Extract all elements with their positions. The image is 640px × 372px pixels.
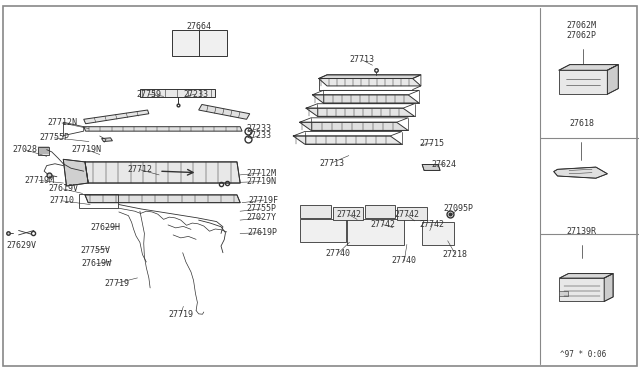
Text: 27742: 27742 [420,220,445,229]
Text: 27028: 27028 [12,145,38,154]
Text: 27740: 27740 [392,256,417,265]
Polygon shape [300,122,408,131]
Polygon shape [85,195,240,203]
Text: 27719F: 27719F [249,196,279,205]
Text: 27624: 27624 [431,160,456,169]
Text: 27742: 27742 [394,211,419,219]
Text: ^97 * 0:06: ^97 * 0:06 [560,350,606,359]
Bar [79,194,118,208]
Bar [559,70,607,94]
Bar [38,147,49,155]
Text: 27629H: 27629H [90,223,120,232]
Text: 27233: 27233 [247,124,272,133]
Bar [300,219,346,242]
Text: 27710: 27710 [49,196,74,205]
Polygon shape [102,138,113,141]
Text: 27619W: 27619W [81,259,111,268]
Text: 27618: 27618 [570,119,595,128]
Text: 27713: 27713 [319,158,344,167]
Text: 27233: 27233 [247,131,272,140]
Text: 27062M
27062P: 27062M 27062P [567,20,597,40]
Polygon shape [84,127,242,131]
Polygon shape [312,95,419,103]
Bar [559,291,568,296]
Bar [140,89,215,97]
Bar [172,30,227,56]
Text: 27755P: 27755P [246,205,276,214]
Text: 27719: 27719 [104,279,129,288]
Bar [397,207,428,220]
Polygon shape [63,159,88,186]
Text: 27759: 27759 [136,90,161,99]
Text: 27755P: 27755P [39,133,69,142]
Bar [300,205,331,218]
Text: 27740: 27740 [325,249,350,258]
Text: 27742: 27742 [337,211,362,219]
Polygon shape [559,65,618,70]
Text: 27712M: 27712M [246,169,276,177]
Polygon shape [84,110,149,124]
Bar [347,219,404,244]
Text: 27719N: 27719N [72,145,102,154]
Polygon shape [306,108,415,116]
Text: 27719N: 27719N [246,177,276,186]
Text: 27719M: 27719M [24,176,54,185]
Text: 27715: 27715 [420,139,445,148]
Polygon shape [319,75,421,78]
Bar [333,207,364,220]
Bar [422,222,454,244]
Text: 27027Y: 27027Y [246,214,276,222]
Bar [365,205,396,218]
Text: 27755V: 27755V [80,246,110,255]
Text: 27713: 27713 [349,55,374,64]
Text: 27139R: 27139R [567,227,597,236]
Polygon shape [559,273,613,278]
Text: 27233: 27233 [183,90,208,99]
Text: 27629V: 27629V [6,241,36,250]
Text: 27712N: 27712N [47,119,77,128]
Polygon shape [607,65,618,94]
Polygon shape [293,136,402,144]
Polygon shape [604,273,613,301]
Polygon shape [554,167,607,178]
Text: 27719: 27719 [168,310,193,319]
Bar [559,278,604,301]
Text: 27095P: 27095P [443,205,473,214]
Text: 27712: 27712 [127,165,152,174]
Polygon shape [198,105,250,119]
Polygon shape [319,78,421,86]
Text: 27742: 27742 [370,220,395,229]
Text: 27664: 27664 [186,22,211,31]
Text: 27218: 27218 [443,250,468,259]
Polygon shape [85,162,240,183]
Text: 27619P: 27619P [248,228,278,237]
Text: 27619V: 27619V [48,185,78,193]
Polygon shape [422,164,440,170]
